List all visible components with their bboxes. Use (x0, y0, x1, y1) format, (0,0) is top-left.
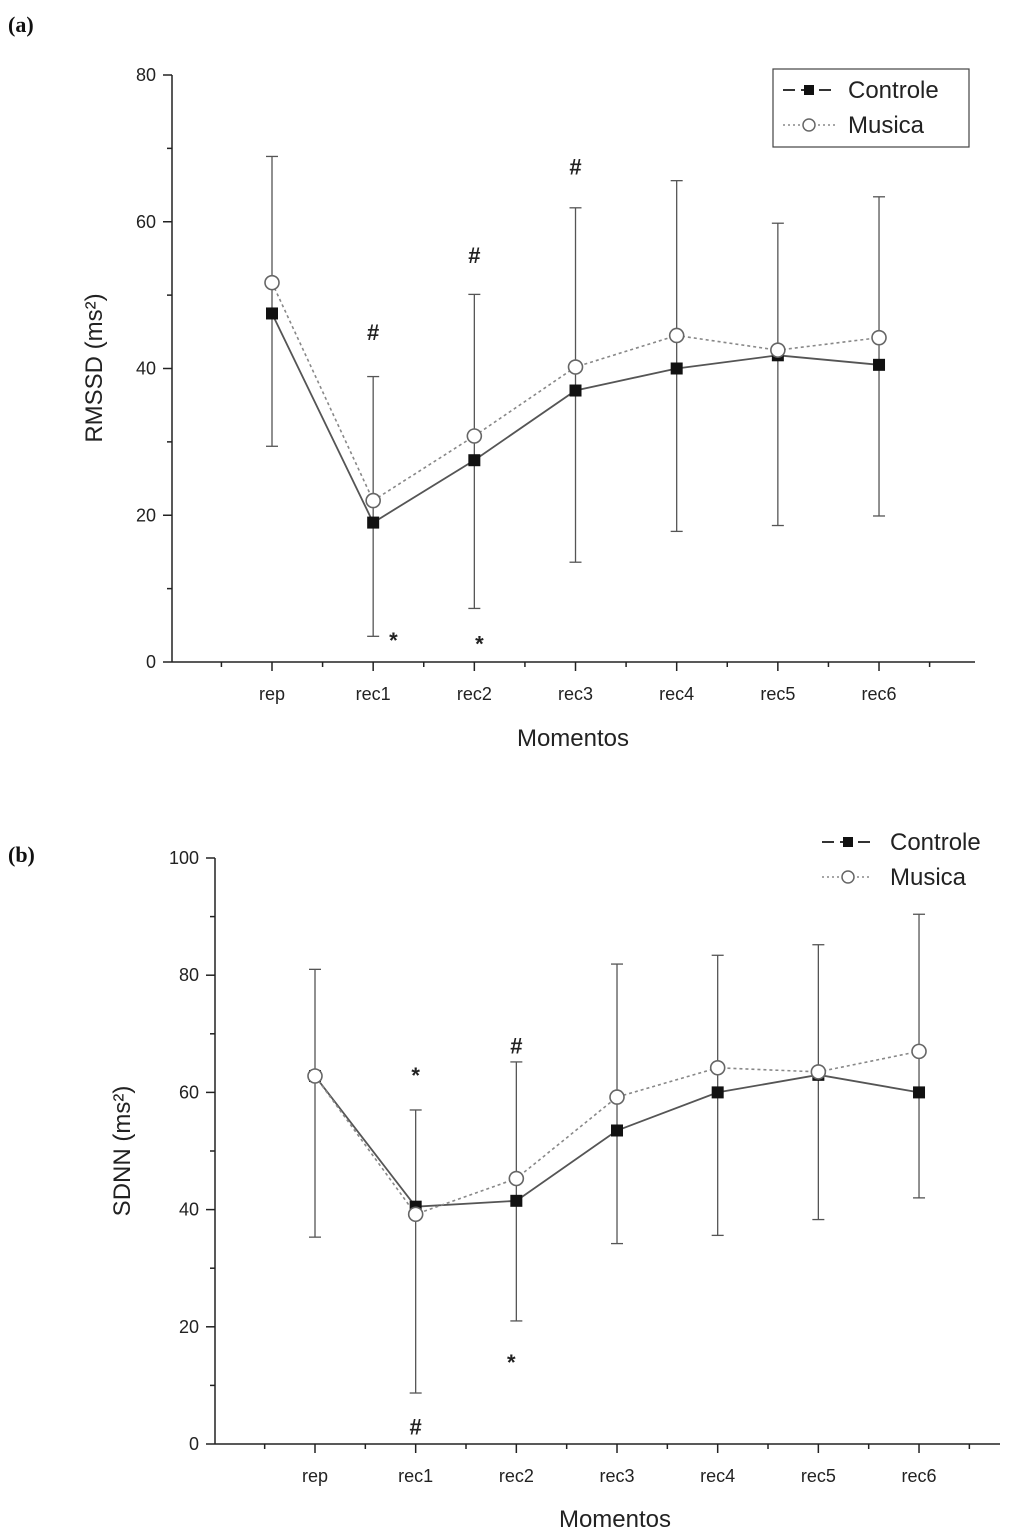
panel-b-y-axis-title: SDNN (ms²) (109, 1086, 136, 1217)
y-tick-label: 60 (136, 212, 156, 232)
y-tick-label: 20 (179, 1317, 199, 1337)
panel-b-legend-controle-marker (843, 837, 853, 847)
x-tick-label-rec4: rec4 (700, 1466, 735, 1486)
panel-a-y-axis-title: RMSSD (ms²) (81, 293, 108, 442)
panel-a-legend: Controle Musica (772, 68, 970, 148)
marker-musica-rec1 (407, 1206, 424, 1223)
x-tick-label-rec2: rec2 (457, 684, 492, 704)
panel-b-x-axis-title: Momentos (559, 1506, 671, 1533)
y-tick-label: 60 (179, 1082, 199, 1102)
x-tick-label-rec6: rec6 (902, 1466, 937, 1486)
panel-b-legend-musica-marker (841, 870, 855, 884)
panel-a-x-axis-title: Momentos (517, 725, 629, 752)
x-tick-label-rec1: rec1 (398, 1466, 433, 1486)
marker-controle-rep (266, 307, 278, 320)
panel-a-label: (a) (8, 12, 34, 37)
panel-a-x-ticks: rep rec1 rec2 rec3 rec4 rec5 rec6 (220, 662, 931, 704)
panel-a-legend-musica-label: Musica (848, 112, 925, 139)
annotation-asterisk: * (475, 632, 484, 657)
y-tick-label: 80 (179, 965, 199, 985)
annotation-hash: # (410, 1414, 422, 1439)
x-tick-label-rec2: rec2 (499, 1466, 534, 1486)
marker-controle-rec3 (611, 1124, 624, 1137)
panel-b-x-ticks: rep rec1 rec2 rec3 rec4 rec5 rec6 (263, 1444, 971, 1486)
annotation-hash: # (468, 243, 480, 268)
marker-musica-rec5 (770, 342, 786, 358)
panel-a-legend-musica-marker (802, 118, 816, 132)
panel-b-markers (307, 1043, 927, 1223)
panel-a-legend-controle-marker (804, 85, 814, 95)
marker-musica-rec5 (810, 1064, 827, 1080)
panel-b-label: (b) (8, 842, 35, 867)
panel-b-legend-controle-label: Controle (890, 829, 981, 856)
marker-musica-rec6 (911, 1043, 927, 1060)
marker-musica-rec2 (466, 428, 483, 444)
y-tick-label: 100 (169, 848, 199, 868)
panel-a-legend-controle-label: Controle (848, 77, 939, 104)
marker-musica-rep (264, 274, 280, 291)
marker-musica-rec1 (365, 492, 381, 509)
marker-musica-rec3 (609, 1089, 625, 1105)
panel-a-y-ticks: 0 20 40 60 80 (136, 65, 172, 672)
y-tick-label: 40 (179, 1200, 199, 1220)
annotation-hash: # (510, 1034, 522, 1059)
marker-musica-rep (307, 1068, 323, 1084)
x-tick-label-rec3: rec3 (600, 1466, 635, 1486)
marker-controle-rec1 (367, 516, 380, 529)
y-tick-label: 0 (189, 1434, 199, 1454)
x-tick-label-rep: rep (302, 1466, 328, 1486)
x-tick-label-rep: rep (259, 684, 285, 704)
annotation-asterisk: * (411, 1063, 420, 1088)
marker-controle-rec2 (468, 454, 481, 467)
y-tick-label: 0 (146, 652, 156, 672)
panel-b-sdnn-chart: (b) Momentos SDNN (ms²) 0 20 40 60 80 100 rep… (8, 822, 1008, 1533)
y-tick-label: 40 (136, 359, 156, 379)
marker-controle-rec6 (873, 358, 886, 371)
x-tick-label-rec3: rec3 (558, 684, 593, 704)
annotation-asterisk: * (507, 1350, 516, 1375)
panel-b-legend: Controle Musica (817, 822, 1008, 896)
panel-a-markers (264, 274, 887, 529)
marker-controle-rec2 (510, 1194, 523, 1207)
marker-controle-rec6 (913, 1086, 926, 1099)
marker-musica-rec4 (709, 1059, 726, 1076)
marker-controle-rec4 (711, 1086, 724, 1099)
x-tick-label-rec4: rec4 (659, 684, 694, 704)
y-tick-label: 20 (136, 505, 156, 525)
panel-a-annotations: # # # * * (367, 155, 582, 657)
marker-controle-rec3 (569, 384, 582, 397)
y-tick-label: 80 (136, 65, 156, 85)
panel-b-y-ticks: 0 20 40 60 80 100 (169, 848, 215, 1454)
x-tick-label-rec6: rec6 (862, 684, 897, 704)
x-tick-label-rec1: rec1 (356, 684, 391, 704)
x-tick-label-rec5: rec5 (760, 684, 795, 704)
x-tick-label-rec5: rec5 (801, 1466, 836, 1486)
marker-musica-rec6 (871, 329, 887, 346)
panel-b-annotations: * # * # (410, 1034, 523, 1440)
panel-b-legend-musica-label: Musica (890, 864, 967, 891)
panel-b-error-bars (309, 913, 926, 1394)
panel-a-legend-box (772, 68, 970, 148)
annotation-hash: # (569, 155, 581, 180)
marker-controle-rec4 (670, 362, 683, 375)
marker-musica-rec2 (508, 1170, 525, 1187)
marker-musica-rec4 (668, 327, 685, 344)
annotation-hash: # (367, 320, 379, 345)
annotation-asterisk: * (389, 628, 398, 653)
marker-musica-rec3 (567, 359, 584, 375)
